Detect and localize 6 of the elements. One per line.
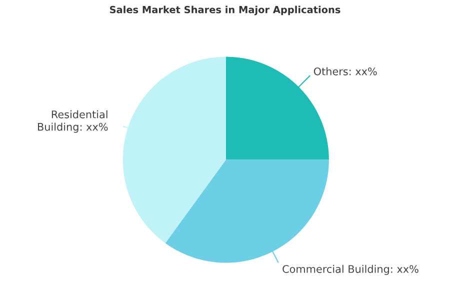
- chart-title: Sales Market Shares in Major Applications: [110, 6, 340, 16]
- pie-slice: [165, 160, 329, 263]
- slice-label: Commercial Building: xx%: [282, 264, 418, 275]
- slice-label: Residential Building: xx%: [38, 110, 108, 133]
- slice-label: Others: xx%: [314, 67, 377, 76]
- pie-slice: [122, 56, 226, 244]
